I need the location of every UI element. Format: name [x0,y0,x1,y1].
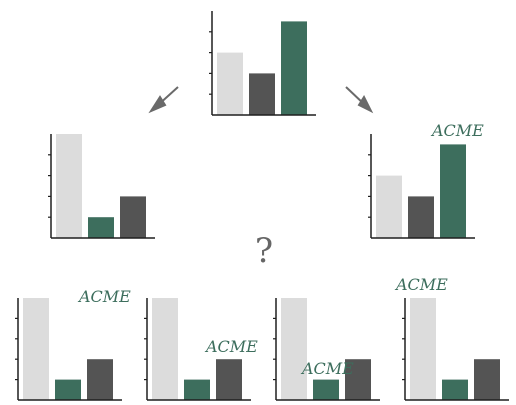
acme-label-option-2: ACME [204,337,258,356]
bar-dark [345,359,371,400]
arrow-left-icon [148,86,179,114]
bar-light [281,298,307,400]
bar-dark [408,196,434,238]
bar-green [440,144,466,238]
bar-chart-option-1 [15,298,122,401]
bar-chart-option-4 [402,298,509,401]
bar-chart-option-2 [144,298,251,401]
bar-green [88,217,114,238]
question-mark: ? [255,231,273,271]
bar-light [217,52,243,115]
bar-dark [120,196,146,238]
bar-chart-middle-right [368,134,475,239]
bar-light [152,298,178,400]
bar-chart-top [209,11,316,116]
bar-green [442,379,468,400]
bar-light [376,175,402,238]
bar-dark [216,359,242,400]
bar-green [55,379,81,400]
acme-label-option-4: ACME [394,275,448,294]
acme-label-option-3: ACME [300,359,354,378]
bar-dark [474,359,500,400]
bar-chart-option-3 [273,298,380,401]
bar-dark [249,73,275,115]
bar-green [313,379,339,400]
chart-group [15,11,509,401]
acme-label-middle-right: ACME [430,121,484,140]
bar-dark [87,359,113,400]
bar-chart-middle-left [48,134,155,239]
bar-green [184,379,210,400]
brand-label-group: ACME ACME ACME ACME ACME [77,121,484,378]
acme-label-option-1: ACME [77,287,131,306]
bar-green [281,21,307,115]
bar-light [56,134,82,238]
bar-light [23,298,49,400]
bar-light [410,298,436,400]
arrow-right-icon [345,86,374,114]
